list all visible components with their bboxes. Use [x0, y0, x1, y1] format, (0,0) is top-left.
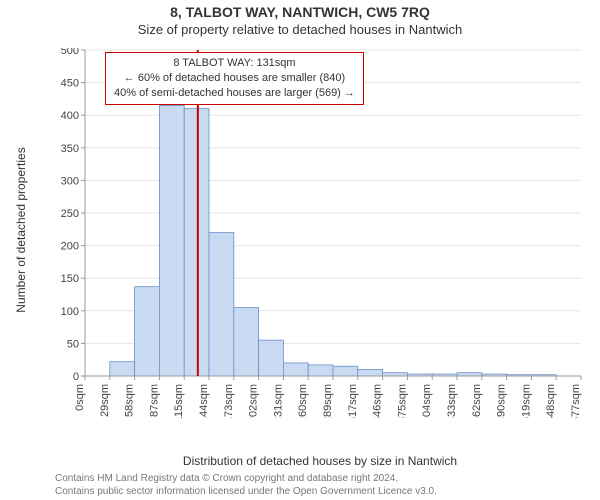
- histogram-bar: [159, 105, 184, 376]
- x-tick-label: 173sqm: [223, 384, 235, 418]
- plot-area: 0 50 100 150 200 250 300 350 400 450 500 0sqm 29sqm 5…: [55, 48, 585, 418]
- x-tick-label: 115sqm: [173, 384, 185, 418]
- svg-text:350: 350: [61, 143, 79, 155]
- x-tick-label: 29sqm: [99, 384, 111, 417]
- y-axis-label: Number of detached properties: [14, 45, 28, 415]
- footnote-line2: Contains public sector information licen…: [55, 486, 585, 499]
- page-title-line2: Size of property relative to detached ho…: [0, 22, 600, 37]
- histogram-bar: [234, 308, 259, 376]
- histogram-bar: [135, 287, 160, 376]
- histogram-bar: [110, 362, 135, 376]
- svg-text:500: 500: [61, 48, 79, 57]
- x-tick-label: 490sqm: [496, 384, 508, 418]
- x-tick-label: 317sqm: [347, 384, 359, 418]
- x-tick-label: 0sqm: [74, 384, 86, 411]
- x-tick-label: 519sqm: [520, 384, 532, 418]
- svg-text:50: 50: [67, 338, 79, 350]
- x-tick-label: 404sqm: [421, 384, 433, 418]
- histogram-bar: [184, 109, 209, 376]
- x-tick-label: 289sqm: [322, 384, 334, 418]
- svg-text:100: 100: [61, 306, 79, 318]
- x-tick-label: 260sqm: [297, 384, 309, 418]
- x-tick-label: 577sqm: [570, 384, 582, 418]
- x-axis-label: Distribution of detached houses by size …: [55, 454, 585, 468]
- x-tick-label: 58sqm: [124, 384, 136, 417]
- x-tick-label: 144sqm: [198, 384, 210, 418]
- info-callout-box: 8 TALBOT WAY: 131sqm ← 60% of detached h…: [105, 52, 364, 105]
- x-tick-label: 346sqm: [372, 384, 384, 418]
- histogram-bar: [308, 365, 333, 376]
- svg-text:200: 200: [61, 241, 79, 253]
- x-tick-label: 375sqm: [396, 384, 408, 418]
- x-tick-label: 548sqm: [545, 384, 557, 418]
- info-line-1: 8 TALBOT WAY: 131sqm: [114, 56, 355, 71]
- svg-text:250: 250: [61, 208, 79, 220]
- svg-text:400: 400: [61, 110, 79, 122]
- svg-text:150: 150: [61, 273, 79, 285]
- x-tick-label: 202sqm: [248, 384, 260, 418]
- svg-text:450: 450: [61, 78, 79, 90]
- histogram-bar: [333, 366, 358, 376]
- svg-text:300: 300: [61, 175, 79, 187]
- footnote-line1: Contains HM Land Registry data © Crown c…: [55, 473, 585, 486]
- page-title-line1: 8, TALBOT WAY, NANTWICH, CW5 7RQ: [0, 4, 600, 20]
- info-line-3: 40% of semi-detached houses are larger (…: [114, 86, 355, 101]
- histogram-figure: 8, TALBOT WAY, NANTWICH, CW5 7RQ Size of…: [0, 0, 600, 500]
- footnote: Contains HM Land Registry data © Crown c…: [55, 473, 585, 498]
- histogram-bar: [209, 233, 234, 376]
- svg-text:0: 0: [73, 371, 79, 383]
- histogram-bar: [283, 363, 308, 376]
- x-tick-label: 462sqm: [471, 384, 483, 418]
- x-tick-label: 231sqm: [272, 384, 284, 418]
- histogram-bar: [259, 340, 284, 376]
- x-tick-label: 87sqm: [148, 384, 160, 417]
- x-tick-label: 433sqm: [446, 384, 458, 418]
- info-line-2: ← 60% of detached houses are smaller (84…: [114, 71, 355, 86]
- histogram-bar: [358, 369, 383, 376]
